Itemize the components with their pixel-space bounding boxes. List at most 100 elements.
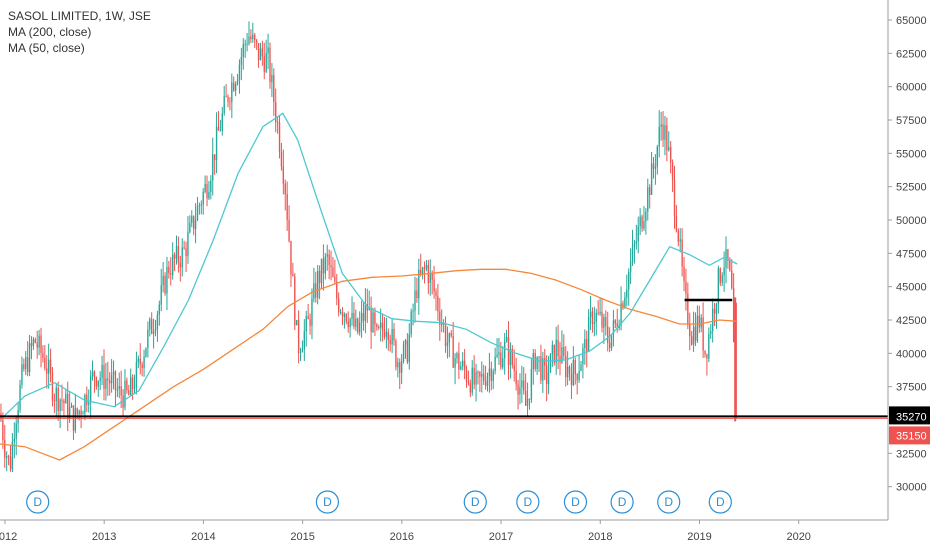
symbol-title[interactable]: SASOL LIMITED, 1W, JSE [8,9,151,23]
down-candle [540,356,542,381]
level-price-tag [889,406,930,425]
up-candle [137,358,140,363]
up-candle [21,364,23,385]
up-candle [711,308,714,332]
up-candle [610,334,613,349]
down-candle [559,356,561,363]
up-candle [38,335,40,348]
up-candle [645,211,647,222]
down-candle [490,368,493,381]
down-candle [23,364,25,370]
down-candle [7,456,10,458]
ma200-legend-label[interactable]: MA (200, close) [8,25,92,39]
down-candle [280,151,283,167]
up-candle [429,272,431,283]
up-candle [101,364,103,378]
time-axis[interactable]: 2012 2013 2014 2015 2016 2017 2018 2019 2020 [0,519,888,543]
down-candle [290,240,292,275]
down-candle [423,267,426,269]
up-candle [78,410,80,415]
moving-average-lines [0,112,738,461]
down-candle [168,267,170,274]
up-candle [311,298,313,326]
up-candle [303,331,306,350]
up-candle [402,344,405,362]
up-candle [187,232,189,257]
price-axis[interactable]: 3000032500350003750040000425004500047500… [887,0,930,520]
price-tick-label: 32500 [896,448,927,460]
down-candle [439,311,441,325]
up-candle [97,380,99,387]
down-candle [557,339,559,357]
up-candle [74,408,77,431]
up-candle [91,371,94,377]
up-candle [271,75,273,83]
up-candle [492,371,494,381]
up-candle [364,303,367,321]
down-candle [616,323,618,328]
down-candle [437,296,439,312]
down-candle [46,368,48,374]
up-candle [351,312,353,319]
down-candle [9,456,12,470]
down-candle [614,320,617,324]
up-candle [414,290,416,311]
down-candle [42,352,44,358]
down-candle [261,48,264,57]
up-candle [55,387,57,402]
up-candle [154,329,157,332]
up-candle [252,34,254,40]
up-candle [723,267,725,276]
down-candle [269,47,271,83]
down-candle [727,249,729,261]
up-candle [555,339,557,363]
up-candle [391,328,393,345]
down-candle [383,329,386,337]
down-candle [362,313,365,321]
up-candle [99,377,101,381]
up-candle [208,191,210,199]
down-candle [732,287,735,343]
down-candle [347,321,349,328]
down-candle [420,269,422,274]
dividend-marker-label: D [471,495,480,509]
down-candle [648,187,651,195]
up-candle [404,340,407,345]
down-candle [666,125,668,151]
down-candle [229,101,231,103]
down-candle [4,440,6,458]
down-candle [217,126,220,131]
down-candle [254,34,256,41]
ma50-legend-label[interactable]: MA (50, close) [8,41,85,55]
dividend-marker-label: D [33,495,42,509]
down-candle [51,372,54,401]
up-candle [633,243,636,247]
down-candle [131,377,134,389]
up-candle [221,113,223,131]
up-candle [603,317,605,328]
chart-overlays [0,298,888,419]
up-candle [637,226,639,242]
down-candle [114,371,117,391]
up-candle [385,331,388,337]
up-candle [89,376,92,403]
up-candle [320,258,323,284]
down-candle [399,362,401,373]
down-candle [586,339,588,352]
down-candle [523,380,525,391]
down-candle [297,320,300,353]
down-candle [528,398,531,400]
down-candle [416,290,418,299]
price-tick-label: 45000 [896,282,927,294]
down-candle [387,331,389,340]
up-candle [526,398,529,406]
down-candle [689,324,691,337]
up-candle [582,348,584,365]
up-candle [317,270,319,298]
up-candle [162,275,164,286]
up-candle [166,267,168,294]
down-candle [322,258,325,274]
down-candle [734,302,737,418]
up-candle [28,343,31,373]
